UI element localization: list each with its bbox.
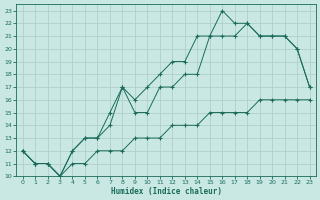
X-axis label: Humidex (Indice chaleur): Humidex (Indice chaleur) (111, 187, 221, 196)
